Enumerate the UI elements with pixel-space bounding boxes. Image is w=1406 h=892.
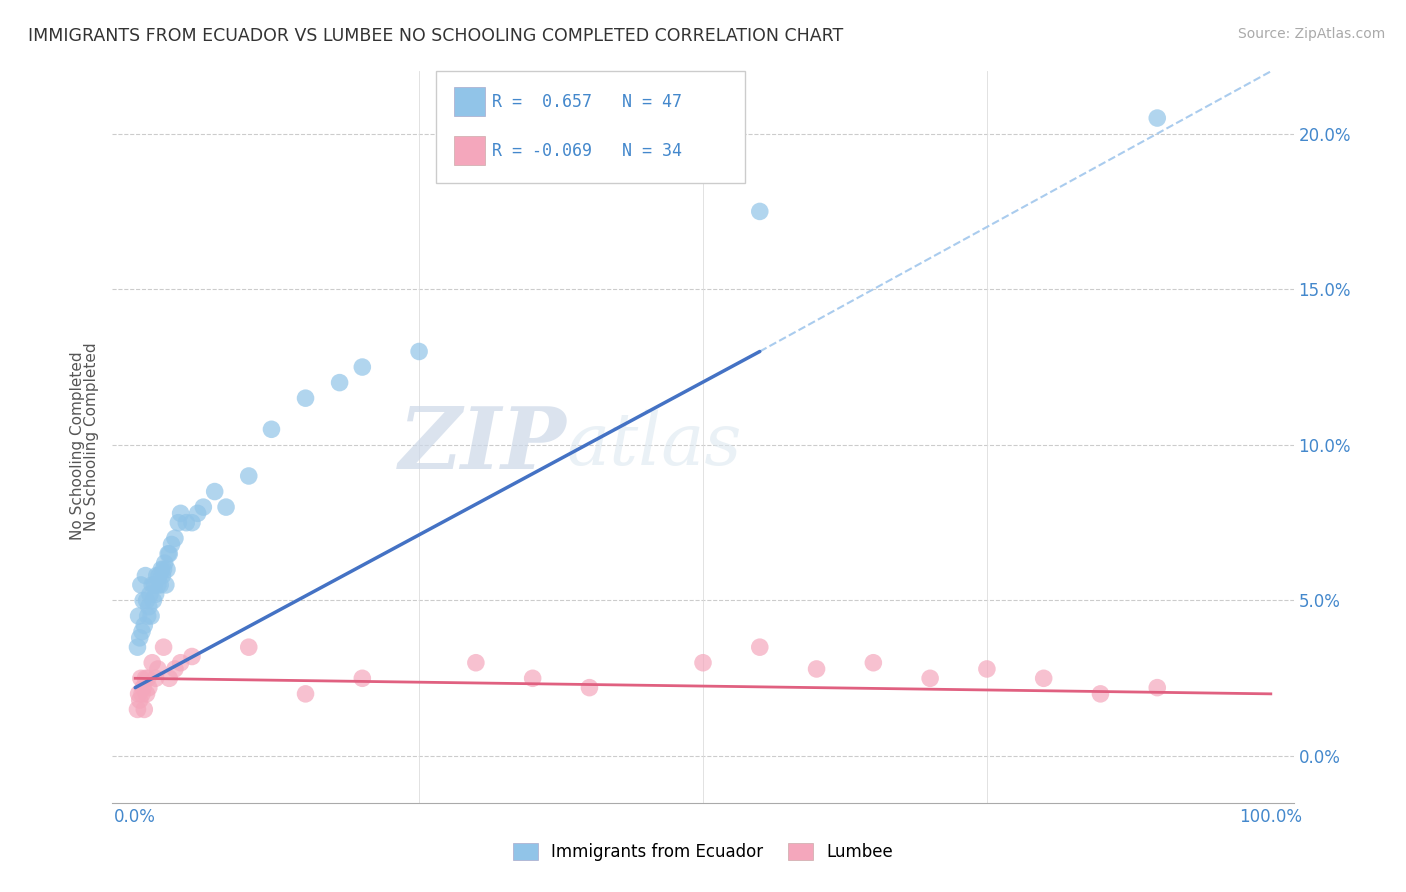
Point [129,671,152,685]
Point [139,587,162,601]
Point [408,344,430,359]
Point [135,687,157,701]
Point [127,640,149,655]
Point [163,662,186,676]
Point [294,687,316,701]
Point [692,656,714,670]
Point [152,640,174,655]
Point [139,609,162,624]
Point [136,671,159,685]
Point [169,656,191,670]
Point [134,568,156,582]
Text: IMMIGRANTS FROM ECUADOR VS LUMBEE NO SCHOOLING COMPLETED CORRELATION CHART: IMMIGRANTS FROM ECUADOR VS LUMBEE NO SCH… [28,27,844,45]
Point [129,578,152,592]
Point [157,547,180,561]
Y-axis label: No Schooling Completed: No Schooling Completed [83,343,98,532]
Point [136,609,159,624]
Point [204,484,226,499]
Point [181,649,204,664]
Text: R =  0.657   N = 47: R = 0.657 N = 47 [492,93,682,111]
Point [132,681,155,695]
Point [141,656,163,670]
Point [152,562,174,576]
Point [748,204,770,219]
Point [748,640,770,655]
Point [193,500,215,515]
Point [146,662,169,676]
Point [238,640,260,655]
Point [187,506,209,520]
Point [522,671,544,685]
Point [138,599,160,614]
Point [132,593,155,607]
Point [169,506,191,520]
Point [260,422,283,436]
Text: No Schooling Completed: No Schooling Completed [70,351,84,541]
Text: R = -0.069   N = 34: R = -0.069 N = 34 [492,142,682,160]
Point [131,687,153,701]
Point [143,578,166,592]
Point [238,469,260,483]
Point [145,671,167,685]
Point [163,531,186,545]
Point [148,568,170,582]
Point [149,578,172,592]
Point [976,662,998,676]
Point [128,631,150,645]
Legend: Immigrants from Ecuador, Lumbee: Immigrants from Ecuador, Lumbee [506,836,900,868]
Point [806,662,828,676]
Point [1146,111,1168,125]
Point [131,624,153,639]
Point [1146,681,1168,695]
Point [134,702,156,716]
Point [156,562,179,576]
Point [146,578,169,592]
Point [862,656,884,670]
Point [150,562,173,576]
Point [142,593,165,607]
Point [1032,671,1054,685]
Point [329,376,352,390]
Text: atlas: atlas [567,409,742,480]
Point [138,681,160,695]
Point [174,516,197,530]
Point [128,609,150,624]
Point [215,500,238,515]
Point [145,587,167,601]
Point [920,671,942,685]
Point [294,391,316,405]
Point [152,568,174,582]
Point [127,702,149,716]
Point [160,537,183,551]
Point [157,671,180,685]
Point [157,547,180,561]
Point [464,656,486,670]
Point [1090,687,1112,701]
Point [128,693,150,707]
Point [578,681,600,695]
Text: ZIP: ZIP [399,403,567,487]
Point [155,578,177,592]
Text: Source: ZipAtlas.com: Source: ZipAtlas.com [1237,27,1385,41]
Point [135,593,157,607]
Point [167,516,190,530]
Point [181,516,204,530]
Point [128,687,150,701]
Point [352,671,374,685]
Point [146,568,169,582]
Point [134,618,156,632]
Point [153,556,176,570]
Point [352,359,374,374]
Point [141,578,163,592]
Point [134,671,156,685]
